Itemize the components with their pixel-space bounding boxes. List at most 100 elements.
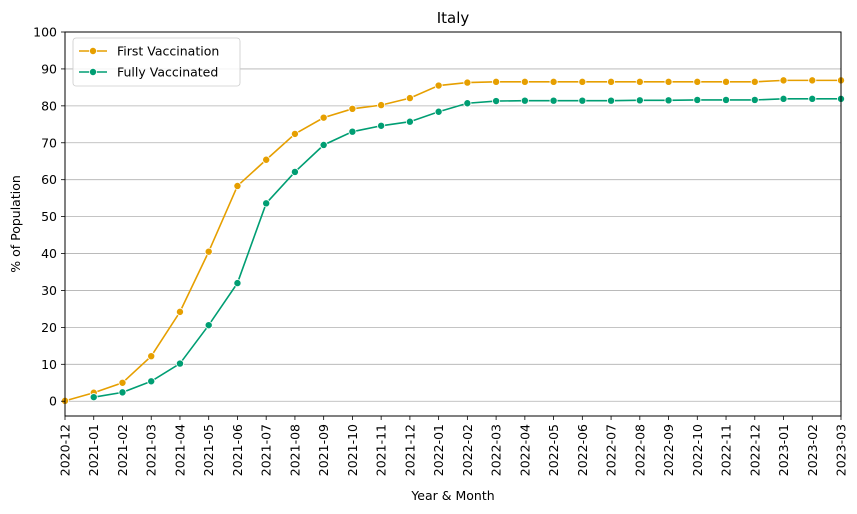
x-tick-label: 2021-09 xyxy=(316,424,331,476)
data-point xyxy=(290,129,299,138)
y-tick-label: 40 xyxy=(41,246,57,261)
data-point xyxy=(290,167,299,176)
y-tick-label: 60 xyxy=(41,172,57,187)
data-point xyxy=(434,107,443,116)
x-tick-label: 2021-05 xyxy=(201,424,216,476)
data-point xyxy=(578,96,587,105)
plot-area-frame xyxy=(64,31,842,417)
series-line-1 xyxy=(93,98,841,398)
legend-swatch-marker xyxy=(89,47,98,56)
data-point xyxy=(89,393,98,402)
data-point xyxy=(750,77,759,86)
y-tick-label: 90 xyxy=(41,61,57,76)
x-tick-label: 2022-10 xyxy=(690,424,705,476)
x-tick-label: 2022-12 xyxy=(747,424,762,476)
data-point xyxy=(204,247,213,256)
legend-label: First Vaccination xyxy=(117,44,219,59)
data-point xyxy=(463,78,472,87)
data-point xyxy=(520,96,529,105)
legend-box xyxy=(72,37,241,87)
data-point xyxy=(808,94,817,103)
data-point xyxy=(463,99,472,108)
data-point xyxy=(405,94,414,103)
chart-title: Italy xyxy=(437,9,470,27)
data-point xyxy=(434,81,443,90)
x-tick-label: 2022-08 xyxy=(632,424,647,476)
data-point xyxy=(118,378,127,387)
y-tick-label: 100 xyxy=(33,25,57,40)
data-point xyxy=(578,77,587,86)
x-tick-label: 2021-02 xyxy=(115,424,130,476)
y-axis-title: % of Population xyxy=(8,175,23,273)
data-point xyxy=(549,77,558,86)
data-point xyxy=(262,199,271,208)
y-tick-label: 80 xyxy=(41,98,57,113)
y-tick-label: 70 xyxy=(41,135,57,150)
data-point xyxy=(722,95,731,104)
data-point xyxy=(693,77,702,86)
series-line-0 xyxy=(64,79,841,402)
x-tick-label: 2021-04 xyxy=(172,424,187,476)
series-lines xyxy=(61,76,846,405)
x-tick-label: 2023-03 xyxy=(834,424,849,476)
data-point xyxy=(147,377,156,386)
data-point xyxy=(664,77,673,86)
x-tick-label: 2021-10 xyxy=(345,424,360,476)
legend-swatch-marker xyxy=(89,68,98,77)
data-point xyxy=(377,101,386,110)
data-point xyxy=(779,76,788,85)
x-tick-label: 2022-04 xyxy=(517,424,532,476)
x-tick-label: 2022-03 xyxy=(489,424,504,476)
data-point xyxy=(693,95,702,104)
x-tick-label: 2020-12 xyxy=(58,424,73,476)
data-point xyxy=(635,77,644,86)
data-point xyxy=(204,321,213,330)
x-tick-label: 2023-01 xyxy=(776,424,791,476)
x-tick-label: 2022-07 xyxy=(604,424,619,476)
data-point xyxy=(377,121,386,130)
data-point xyxy=(607,77,616,86)
x-tick-label: 2021-08 xyxy=(287,424,302,476)
data-point xyxy=(319,140,328,149)
data-point xyxy=(147,352,156,361)
data-point xyxy=(262,155,271,164)
data-point xyxy=(319,113,328,122)
data-point xyxy=(808,76,817,85)
data-point xyxy=(405,117,414,126)
y-tick-label: 20 xyxy=(41,320,57,335)
data-point xyxy=(520,77,529,86)
data-point xyxy=(175,359,184,368)
x-tick-label: 2022-06 xyxy=(575,424,590,476)
data-point xyxy=(175,307,184,316)
data-point xyxy=(664,96,673,105)
data-point xyxy=(750,95,759,104)
x-tick-label: 2021-11 xyxy=(374,424,389,476)
x-tick-label: 2021-01 xyxy=(86,424,101,476)
x-tick-label: 2021-03 xyxy=(144,424,159,476)
data-point xyxy=(348,127,357,136)
data-point xyxy=(492,97,501,106)
x-tick-label: 2022-11 xyxy=(719,424,734,476)
x-tick-label: 2021-06 xyxy=(230,424,245,476)
x-tick-label: 2021-07 xyxy=(259,424,274,476)
data-point xyxy=(779,94,788,103)
data-point xyxy=(722,77,731,86)
x-tick-label: 2023-02 xyxy=(805,424,820,476)
data-point xyxy=(233,279,242,288)
x-tick-label: 2022-02 xyxy=(460,424,475,476)
data-point xyxy=(635,96,644,105)
y-tick-label: 30 xyxy=(41,283,57,298)
x-tick-label: 2022-09 xyxy=(661,424,676,476)
y-tick-label: 0 xyxy=(49,394,57,409)
gridlines xyxy=(65,31,841,402)
data-point xyxy=(348,104,357,113)
y-tick-label: 10 xyxy=(41,357,57,372)
x-tick-label: 2022-05 xyxy=(546,424,561,476)
legend-label: Fully Vaccinated xyxy=(117,65,218,80)
axes: 0 10 20 30 40 50 60 70 80 90 100 2020-12 2021-01 2021… xyxy=(33,25,848,477)
y-tick-label: 50 xyxy=(41,209,57,224)
x-tick-label: 2021-12 xyxy=(402,424,417,476)
data-point xyxy=(492,77,501,86)
data-point xyxy=(607,96,616,105)
